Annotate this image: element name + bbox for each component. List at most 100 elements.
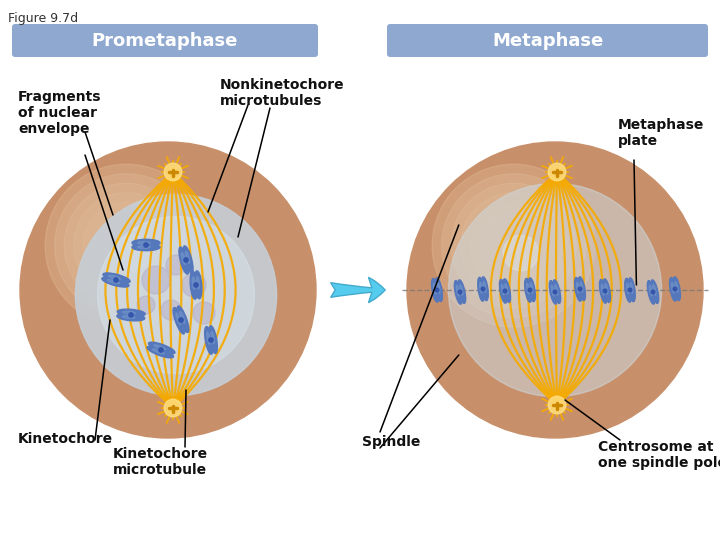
Ellipse shape (647, 281, 655, 304)
Text: Prometaphase: Prometaphase (92, 31, 238, 50)
Circle shape (451, 183, 576, 308)
Ellipse shape (435, 278, 443, 301)
Ellipse shape (109, 275, 121, 280)
Ellipse shape (577, 282, 580, 293)
Circle shape (129, 313, 133, 317)
Ellipse shape (177, 306, 189, 333)
Circle shape (137, 296, 155, 314)
Ellipse shape (117, 309, 145, 316)
Ellipse shape (209, 326, 217, 353)
Ellipse shape (629, 278, 635, 302)
Text: Kinetochore
microtubule: Kinetochore microtubule (112, 447, 207, 477)
Ellipse shape (190, 271, 197, 299)
Circle shape (194, 283, 198, 287)
Ellipse shape (132, 239, 160, 246)
Circle shape (97, 217, 254, 374)
Circle shape (553, 290, 557, 294)
Circle shape (441, 174, 585, 318)
Circle shape (179, 318, 183, 322)
Ellipse shape (483, 282, 486, 292)
Ellipse shape (603, 279, 611, 302)
Ellipse shape (181, 252, 186, 265)
Ellipse shape (204, 327, 213, 354)
Circle shape (166, 255, 186, 275)
Circle shape (481, 287, 485, 291)
Ellipse shape (437, 282, 440, 293)
Ellipse shape (670, 278, 677, 301)
Ellipse shape (478, 278, 485, 301)
Circle shape (182, 273, 206, 297)
Ellipse shape (138, 241, 150, 244)
Circle shape (470, 202, 557, 289)
Ellipse shape (431, 279, 438, 302)
Text: Spindle: Spindle (362, 435, 420, 449)
Ellipse shape (673, 277, 680, 300)
Circle shape (528, 288, 532, 292)
Ellipse shape (649, 285, 652, 296)
Text: Metaphase: Metaphase (492, 31, 603, 50)
Text: Fragments
of nuclear
envelope: Fragments of nuclear envelope (18, 90, 102, 137)
Circle shape (184, 258, 188, 262)
Ellipse shape (530, 282, 533, 293)
Circle shape (503, 235, 539, 271)
Ellipse shape (601, 284, 604, 295)
Circle shape (159, 348, 163, 352)
Circle shape (76, 194, 276, 396)
Ellipse shape (578, 277, 585, 300)
Circle shape (628, 288, 632, 292)
Ellipse shape (575, 278, 582, 301)
Circle shape (407, 142, 703, 438)
Circle shape (503, 289, 507, 293)
FancyBboxPatch shape (12, 24, 318, 57)
Circle shape (116, 235, 152, 271)
Ellipse shape (211, 332, 215, 344)
Ellipse shape (552, 285, 554, 296)
Circle shape (548, 396, 566, 414)
Circle shape (603, 289, 607, 293)
Ellipse shape (173, 307, 185, 334)
Ellipse shape (197, 276, 199, 289)
Text: Figure 9.7d: Figure 9.7d (8, 12, 78, 25)
Ellipse shape (526, 283, 529, 294)
FancyBboxPatch shape (387, 24, 708, 57)
Circle shape (193, 302, 215, 324)
Circle shape (461, 193, 567, 299)
Ellipse shape (154, 345, 166, 350)
Ellipse shape (480, 282, 482, 293)
Ellipse shape (456, 285, 459, 296)
Ellipse shape (454, 281, 462, 304)
Ellipse shape (458, 280, 466, 303)
Ellipse shape (194, 271, 202, 299)
Circle shape (161, 300, 181, 320)
Text: Nonkinetochore
microtubules: Nonkinetochore microtubules (220, 78, 345, 108)
Ellipse shape (123, 311, 135, 314)
Ellipse shape (580, 281, 583, 292)
Ellipse shape (671, 282, 675, 293)
Ellipse shape (675, 281, 678, 292)
Ellipse shape (176, 313, 181, 325)
Circle shape (73, 193, 179, 299)
Circle shape (458, 290, 462, 294)
Ellipse shape (555, 285, 558, 295)
Circle shape (164, 399, 181, 417)
Ellipse shape (186, 251, 189, 264)
Ellipse shape (207, 332, 210, 345)
Ellipse shape (625, 278, 631, 302)
Text: Metaphase
plate: Metaphase plate (618, 118, 704, 148)
Circle shape (578, 287, 582, 291)
Circle shape (432, 164, 595, 327)
Circle shape (164, 163, 181, 181)
Circle shape (449, 184, 662, 396)
Ellipse shape (549, 281, 557, 304)
Circle shape (83, 202, 170, 289)
Ellipse shape (117, 313, 145, 321)
Ellipse shape (138, 246, 150, 248)
Ellipse shape (433, 283, 436, 294)
Ellipse shape (183, 246, 193, 273)
Circle shape (144, 243, 148, 247)
Ellipse shape (630, 282, 633, 293)
Ellipse shape (180, 312, 185, 323)
Ellipse shape (525, 279, 531, 302)
Ellipse shape (653, 285, 656, 295)
Ellipse shape (179, 247, 189, 274)
